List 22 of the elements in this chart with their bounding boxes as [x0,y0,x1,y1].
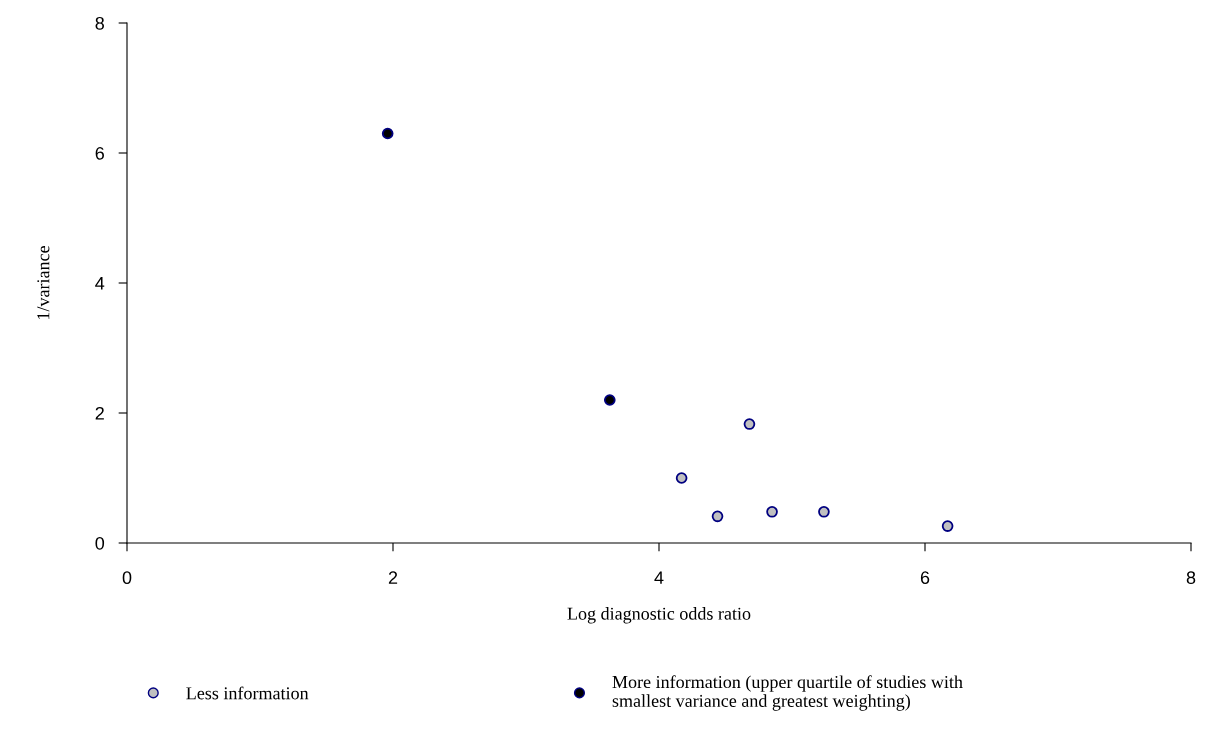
x-tick-label: 0 [122,571,132,585]
point [603,394,616,406]
legend-label: Less information [186,686,309,700]
x-tick-label: 2 [388,571,398,584]
y-tick-label: 6 [95,146,104,160]
y-tick-label: 2 [95,406,104,420]
x-axis-title: Log diagnostic odds ratio [567,607,751,624]
point [743,418,756,430]
point [711,510,724,523]
point [818,505,830,518]
y-tick-label: 4 [95,277,105,290]
x-tick-label: 6 [920,571,930,585]
y-tick-label: 8 [95,16,104,30]
point [381,127,394,140]
y-tick-label: 0 [95,536,105,550]
point [941,520,954,532]
legend-label: More information (upper quartile of studies with smallest variance and greatest weighting) [612,675,963,711]
point [675,472,688,484]
y-axis-title: 1/variance [37,246,50,320]
point [766,505,778,518]
x-tick-label: 4 [654,571,664,584]
x-tick-label: 8 [1186,571,1196,585]
